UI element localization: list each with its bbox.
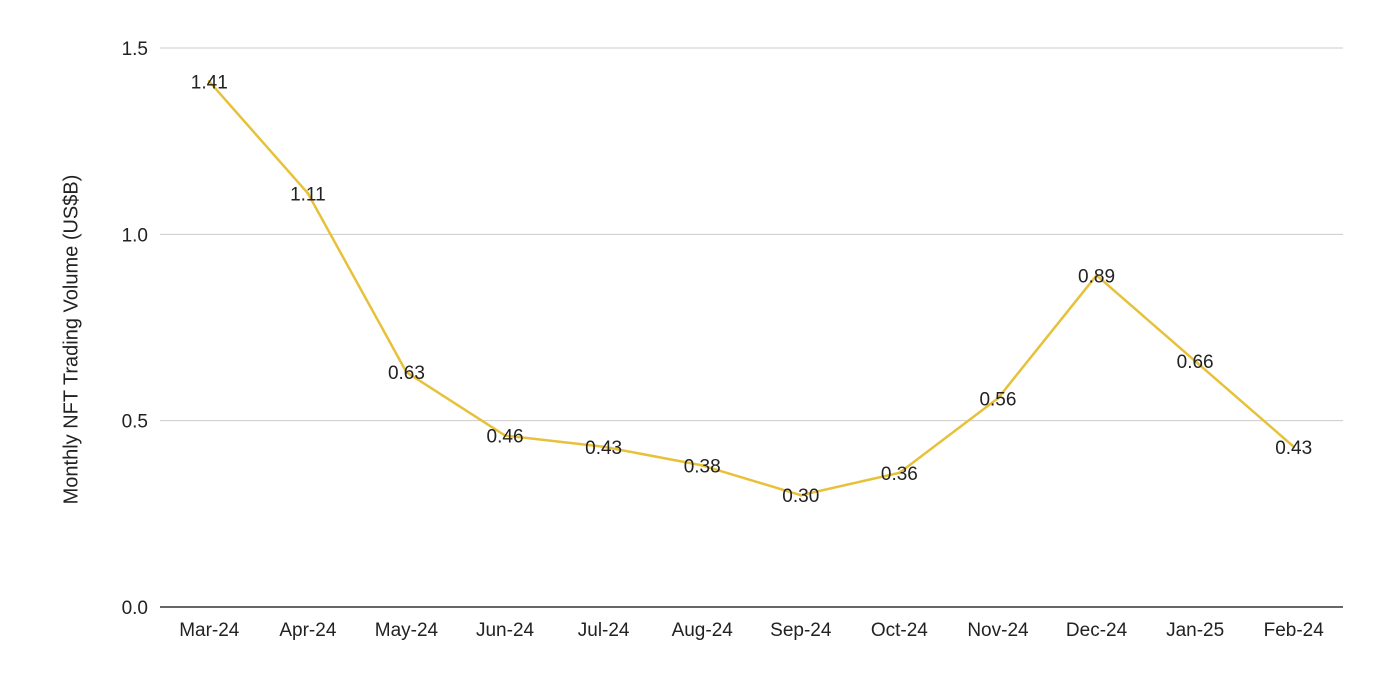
series-line — [208, 80, 1295, 497]
x-tick-label: Jun-24 — [476, 620, 535, 641]
x-tick-label: Apr-24 — [279, 620, 336, 641]
y-tick-label: 0.5 — [122, 412, 148, 433]
data-label: 0.56 — [979, 389, 1016, 410]
data-point — [799, 493, 803, 497]
x-tick-label: Sep-24 — [770, 620, 832, 641]
axes: 0.0 0.5 1.0 1.5 Mar-24 Apr-24 May-24 Jun-24 Jul-… — [122, 39, 1343, 641]
data-label: 0.30 — [782, 486, 819, 507]
gridlines — [160, 47, 1343, 422]
x-tick-label: Aug-24 — [672, 620, 734, 641]
y-axis-title: Monthly NFT Trading Volume (US$B) — [60, 175, 82, 505]
data-point — [404, 370, 408, 374]
data-label: 0.46 — [487, 427, 524, 448]
x-tick-label: Jul-24 — [578, 620, 630, 641]
x-tick-label: Dec-24 — [1066, 620, 1128, 641]
data-point — [897, 471, 901, 475]
data-point — [503, 434, 507, 438]
data-label: 0.36 — [881, 464, 918, 485]
y-tick-label: 1.5 — [122, 39, 148, 60]
series — [207, 80, 1296, 497]
data-point — [1292, 445, 1296, 449]
data-point — [996, 396, 1000, 400]
data-labels: 1.41 1.11 0.63 0.46 0.43 0.38 0.30 0.36 0.56 0.89… — [191, 73, 1312, 508]
data-label: 0.43 — [585, 438, 622, 459]
data-label: 0.63 — [388, 363, 425, 384]
x-tick-label: Feb-24 — [1264, 620, 1325, 641]
data-label: 0.38 — [684, 456, 721, 477]
y-tick-label: 1.0 — [122, 225, 148, 246]
data-label: 1.11 — [290, 184, 326, 205]
data-point — [306, 191, 310, 195]
data-point — [207, 80, 211, 84]
x-tick-label: Mar-24 — [179, 620, 240, 641]
y-tick-label: 0.0 — [122, 598, 148, 619]
x-tick-label: Oct-24 — [871, 620, 928, 641]
data-label: 0.66 — [1177, 352, 1214, 373]
data-point — [700, 463, 704, 467]
x-tick-label: May-24 — [375, 620, 439, 641]
data-point — [1193, 359, 1197, 363]
data-label: 0.43 — [1275, 438, 1312, 459]
data-point — [602, 445, 606, 449]
x-tick-label: Nov-24 — [967, 620, 1029, 641]
data-point — [1095, 273, 1099, 277]
x-tick-label: Jan-25 — [1166, 620, 1224, 641]
data-label: 0.89 — [1078, 266, 1115, 287]
data-label: 1.41 — [191, 73, 228, 94]
